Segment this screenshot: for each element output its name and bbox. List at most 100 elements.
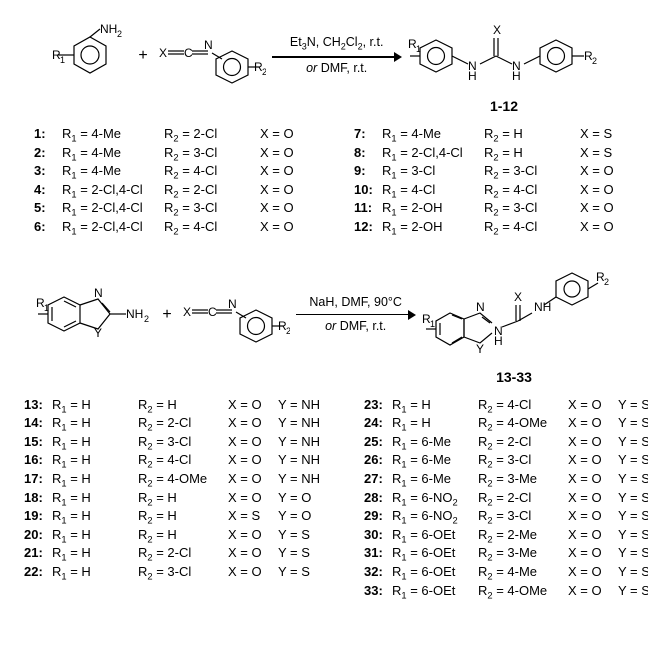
entry-y: Y = S: [618, 545, 648, 560]
substituent-row: 32:R1 = 6-OEtR2 = 4-MeX = OY = S: [364, 564, 648, 582]
conditions-top-1: Et3N, CH2Cl2, r.t.: [290, 36, 384, 52]
entry-y: Y = S: [618, 508, 648, 523]
entry-x: X = O: [580, 219, 638, 234]
reactant-isocyanate-2: X C N R2: [180, 282, 290, 348]
entry-id: 22:: [24, 564, 52, 579]
entry-r1: R1 = 2-OH: [382, 219, 484, 237]
entry-y: Y = S: [618, 397, 648, 412]
svg-text:1: 1: [44, 303, 49, 313]
entry-r1: R1 = H: [392, 397, 478, 415]
substituent-row: 30:R1 = 6-OEtR2 = 2-MeX = OY = S: [364, 527, 648, 545]
entry-r2: R2 = 4-OMe: [478, 583, 568, 601]
entry-id: 25:: [364, 434, 392, 449]
entry-r1: R1 = 2-Cl,4-Cl: [62, 182, 164, 200]
svg-text:2: 2: [592, 56, 597, 66]
entry-y: Y = NH: [278, 415, 338, 430]
entry-x: X = O: [260, 182, 318, 197]
entry-x: X = O: [568, 545, 618, 560]
entry-id: 5:: [34, 200, 62, 215]
entry-r2: R2 = 3-Cl: [138, 434, 228, 452]
svg-text:X: X: [159, 46, 167, 60]
conditions-bot-2: or DMF, r.t.: [325, 320, 386, 334]
entry-r2: R2 = 4-Cl: [484, 182, 580, 200]
entry-id: 9:: [354, 163, 382, 178]
entry-x: X = O: [260, 163, 318, 178]
entry-x: X = O: [260, 145, 318, 160]
svg-text:H: H: [494, 334, 503, 348]
entry-y: Y = S: [278, 545, 338, 560]
svg-text:C: C: [184, 46, 193, 60]
product-benzazole-urea: R2 NH X NH N Y R1: [422, 265, 612, 365]
entry-id: 11:: [354, 200, 382, 215]
entry-r2: R2 = 2-Cl: [478, 490, 568, 508]
entry-r2: R2 = H: [138, 397, 228, 415]
reaction-row-2: R1 N Y NH2 + X C N R2 NaH, DMF, 90°C: [12, 265, 636, 365]
substituent-row: 9:R1 = 3-ClR2 = 3-ClX = O: [354, 163, 638, 181]
entry-r1: R1 = 4-Me: [62, 145, 164, 163]
entry-id: 7:: [354, 126, 382, 141]
substituent-row: 15:R1 = HR2 = 3-ClX = OY = NH: [24, 434, 338, 452]
entry-x: X = S: [580, 126, 638, 141]
substituent-row: 29:R1 = 6-NO2R2 = 3-ClX = OY = S: [364, 508, 648, 526]
entry-y: Y = NH: [278, 434, 338, 449]
entry-x: X = O: [568, 415, 618, 430]
svg-text:X: X: [493, 23, 501, 37]
reactant-benzazole: R1 N Y NH2: [36, 279, 154, 351]
entry-r2: R2 = 2-Cl: [138, 415, 228, 433]
entry-id: 33:: [364, 583, 392, 598]
entry-y: Y = S: [278, 527, 338, 542]
entry-id: 8:: [354, 145, 382, 160]
entry-r2: R2 = 3-Cl: [138, 564, 228, 582]
subst-col-1-left: 1:R1 = 4-MeR2 = 2-ClX = O2:R1 = 4-MeR2 =…: [34, 126, 318, 237]
entry-r1: R1 = 4-Me: [62, 163, 164, 181]
entry-x: X = O: [260, 200, 318, 215]
substituent-row: 5:R1 = 2-Cl,4-ClR2 = 3-ClX = O: [34, 200, 318, 218]
substituent-row: 6:R1 = 2-Cl,4-ClR2 = 4-ClX = O: [34, 219, 318, 237]
entry-r2: R2 = H: [138, 490, 228, 508]
svg-text:1: 1: [60, 55, 65, 65]
entry-r2: R2 = 3-Me: [478, 545, 568, 563]
entry-x: X = O: [228, 397, 278, 412]
entry-id: 10:: [354, 182, 382, 197]
plus-2: +: [160, 306, 173, 324]
entry-id: 12:: [354, 219, 382, 234]
substituent-row: 19:R1 = HR2 = HX = SY = O: [24, 508, 338, 526]
entry-x: X = O: [568, 508, 618, 523]
entry-r1: R1 = H: [52, 490, 138, 508]
entry-r2: R2 = 2-Cl: [138, 545, 228, 563]
entry-r1: R1 = 2-Cl,4-Cl: [382, 145, 484, 163]
entry-y: Y = S: [618, 564, 648, 579]
entry-r1: R1 = H: [52, 397, 138, 415]
substituent-row: 11:R1 = 2-OHR2 = 3-ClX = O: [354, 200, 638, 218]
entry-r2: R2 = 3-Cl: [164, 145, 260, 163]
svg-text:X: X: [514, 290, 522, 304]
entry-id: 31:: [364, 545, 392, 560]
entry-id: 20:: [24, 527, 52, 542]
substituent-row: 26:R1 = 6-MeR2 = 3-ClX = OY = S: [364, 452, 648, 470]
svg-text:2: 2: [604, 277, 609, 287]
svg-text:C: C: [208, 305, 217, 319]
entry-y: Y = O: [278, 508, 338, 523]
entry-x: X = O: [260, 219, 318, 234]
entry-r1: R1 = H: [52, 415, 138, 433]
entry-id: 6:: [34, 219, 62, 234]
substituent-row: 18:R1 = HR2 = HX = OY = O: [24, 490, 338, 508]
svg-text:NH: NH: [534, 300, 551, 314]
entry-r2: R2 = 4-Cl: [478, 397, 568, 415]
substituent-row: 22:R1 = HR2 = 3-ClX = OY = S: [24, 564, 338, 582]
entry-y: Y = O: [278, 490, 338, 505]
entry-x: X = O: [568, 434, 618, 449]
entry-r1: R1 = H: [392, 415, 478, 433]
subst-col-1-right: 7:R1 = 4-MeR2 = HX = S8:R1 = 2-Cl,4-ClR2…: [354, 126, 638, 237]
entry-x: X = O: [568, 490, 618, 505]
entry-id: 2:: [34, 145, 62, 160]
entry-r1: R1 = H: [52, 434, 138, 452]
scheme-1: R1 NH2 + X C N R2 Et3N, CH2Cl2, r.t. or …: [12, 18, 636, 237]
entry-r2: R2 = 4-Cl: [484, 219, 580, 237]
entry-x: X = O: [228, 434, 278, 449]
entry-x: X = O: [228, 471, 278, 486]
entry-x: X = O: [568, 452, 618, 467]
substituent-table-2: 13:R1 = HR2 = HX = OY = NH14:R1 = HR2 = …: [12, 397, 636, 601]
substituent-row: 14:R1 = HR2 = 2-ClX = OY = NH: [24, 415, 338, 433]
entry-r1: R1 = H: [52, 527, 138, 545]
